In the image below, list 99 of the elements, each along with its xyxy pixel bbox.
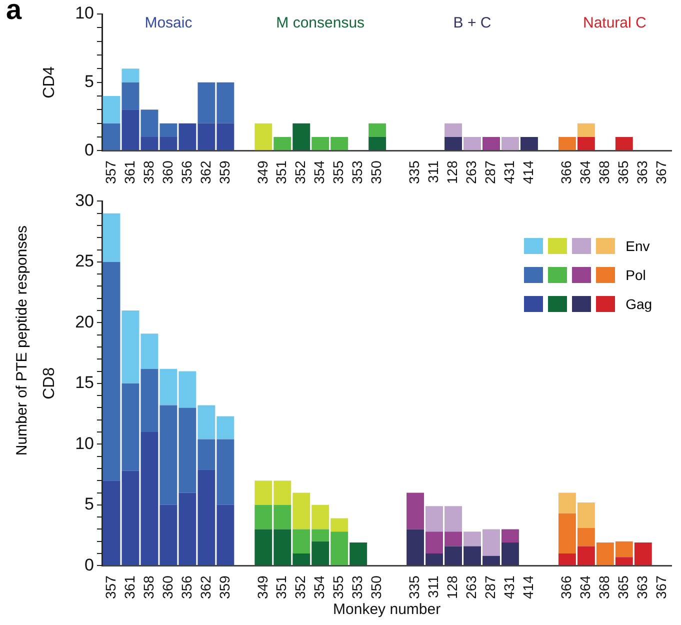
x-tick-label: 414 <box>520 575 536 599</box>
x-tick-label: 358 <box>140 575 156 599</box>
x-tick-label: 359 <box>216 575 232 599</box>
bar <box>520 136 538 150</box>
annotation: Natural C <box>582 14 647 32</box>
bar <box>102 96 120 124</box>
bar <box>502 136 519 150</box>
x-tick-label: 367 <box>652 160 669 184</box>
x-tick-label: 351 <box>273 575 290 599</box>
x-tick-label: 263 <box>463 575 480 599</box>
x-tick-label: 362 <box>197 575 214 599</box>
x-tick-label: 368 <box>596 575 612 599</box>
x-tick-label: 287 <box>482 575 498 599</box>
bar <box>102 213 120 262</box>
x-tick-label: 354 <box>311 575 328 599</box>
bar <box>577 123 595 137</box>
x-tick-label: 365 <box>615 160 632 184</box>
x-tick-label: 364 <box>577 575 594 599</box>
y-tick-label: 25 <box>75 252 94 271</box>
x-tick-label: 367 <box>652 575 669 599</box>
x-tick-label: 349 <box>254 160 270 184</box>
x-tick-label: 361 <box>121 575 138 599</box>
bar <box>274 136 292 150</box>
x-tick-label: 128 <box>444 160 460 184</box>
x-tick-label: 351 <box>273 160 290 184</box>
x-tick-label: 363 <box>634 575 650 599</box>
x-tick-label: 354 <box>311 160 328 184</box>
x-tick-label: 431 <box>501 160 518 184</box>
y-tick-label: 15 <box>75 373 94 392</box>
x-tick-label: 311 <box>425 160 442 183</box>
x-tick-label: 355 <box>330 160 346 184</box>
y-axis-title: CD8 <box>41 367 58 400</box>
x-tick-label: 350 <box>368 575 384 599</box>
x-tick-label: 353 <box>349 160 366 184</box>
bar <box>350 542 368 566</box>
x-tick-label: 352 <box>292 160 308 184</box>
bar <box>122 68 140 82</box>
y-tick-label: 0 <box>84 140 94 160</box>
x-tick-label: 128 <box>444 575 460 599</box>
x-tick-label: 363 <box>634 160 650 184</box>
bar <box>558 136 576 150</box>
x-tick-label: 431 <box>501 575 518 599</box>
y-tick-label: 20 <box>75 312 94 332</box>
bar <box>577 136 595 150</box>
x-tick-label: 359 <box>216 160 232 184</box>
bar <box>122 82 140 110</box>
x-tick-label: 263 <box>463 160 480 184</box>
y-tick-label: 5 <box>84 72 94 92</box>
x-tick-label: 366 <box>558 575 574 599</box>
x-tick-label: 356 <box>178 575 194 599</box>
x-tick-label: 361 <box>121 160 138 184</box>
x-tick-label: 350 <box>368 160 384 184</box>
bar <box>102 123 120 150</box>
bar <box>464 136 481 150</box>
x-tick-label: 364 <box>577 160 594 184</box>
x-tick-label: 357 <box>102 160 118 184</box>
legend-label: Gag <box>626 296 652 312</box>
bar <box>502 529 519 543</box>
y-tick-label: 30 <box>75 190 94 210</box>
x-tick-label: 358 <box>140 160 156 184</box>
x-tick-label: 356 <box>178 160 194 184</box>
x-tick-label: 352 <box>292 575 308 599</box>
x-tick-label: 366 <box>558 160 574 184</box>
bar <box>406 492 424 530</box>
annotation: Mosaic <box>144 14 193 32</box>
x-tick-label: 311 <box>425 575 442 598</box>
x-tick-label: 355 <box>330 575 346 599</box>
legend-label: Env <box>626 238 650 254</box>
x-tick-label: 349 <box>254 575 270 599</box>
y-tick-label: 10 <box>75 434 94 453</box>
x-tick-label: 368 <box>596 160 612 184</box>
x-tick-label: 365 <box>615 575 632 599</box>
bar <box>254 123 272 150</box>
legend-label: Pol <box>626 266 646 283</box>
y-tick-label: 10 <box>75 4 94 23</box>
x-tick-label: 335 <box>406 160 422 184</box>
x-tick-label: 287 <box>482 160 498 184</box>
y-tick-label: 0 <box>84 555 94 574</box>
bar <box>615 136 633 150</box>
x-tick-label: 353 <box>349 575 366 599</box>
annotation: B + C <box>453 14 492 32</box>
x-tick-label: 414 <box>520 160 536 184</box>
bar <box>292 123 310 150</box>
bar <box>444 136 462 150</box>
bar <box>368 136 386 150</box>
x-tick-label: 362 <box>197 160 214 184</box>
bar <box>444 123 462 137</box>
annotation: M consensus <box>276 14 365 32</box>
bar <box>482 136 500 150</box>
text: Number of PTE peptide responses <box>14 224 31 456</box>
bar <box>368 123 386 137</box>
x-tick-label: 357 <box>102 575 118 599</box>
x-axis-title: Monkey number <box>333 601 441 618</box>
chart-title: a <box>6 0 22 26</box>
y-axis-title: CD4 <box>41 66 58 98</box>
x-tick-label: 360 <box>159 160 176 184</box>
x-tick-label: 335 <box>406 575 422 599</box>
x-tick-label: 360 <box>159 575 176 599</box>
y-tick-label: 5 <box>84 494 94 514</box>
